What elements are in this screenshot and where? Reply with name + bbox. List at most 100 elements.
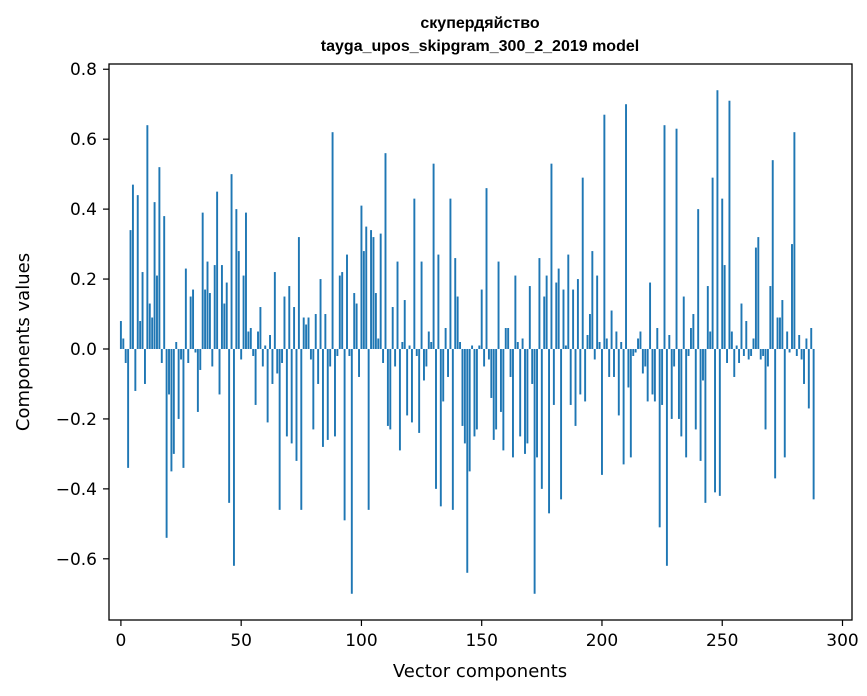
bar <box>336 348 339 356</box>
bar <box>163 216 166 349</box>
bar <box>119 321 122 349</box>
x-axis-ticks: 0 50 100 150 200 250 300 <box>115 620 859 651</box>
bar <box>242 275 245 349</box>
x-tick-label: 250 <box>706 631 738 651</box>
bar <box>216 191 219 349</box>
bar <box>694 348 697 430</box>
bar <box>290 348 293 444</box>
bar <box>307 317 310 349</box>
bar <box>168 348 170 395</box>
bar <box>314 314 317 349</box>
bar <box>721 198 724 349</box>
bar <box>552 348 555 405</box>
bar <box>675 128 678 349</box>
bar <box>348 348 351 356</box>
bar <box>584 348 587 402</box>
bar <box>134 348 137 391</box>
bar <box>473 348 476 437</box>
bar <box>475 348 478 430</box>
bar <box>629 348 632 458</box>
bar <box>273 272 276 349</box>
bar <box>437 254 440 349</box>
bar <box>533 348 536 594</box>
bar <box>795 348 798 356</box>
bar <box>615 331 618 349</box>
y-tick-label: −0.6 <box>56 550 97 570</box>
bar <box>646 348 649 402</box>
bar <box>232 348 235 566</box>
bar <box>261 348 264 367</box>
bar <box>377 338 380 349</box>
bar <box>702 348 704 381</box>
bar <box>382 348 385 363</box>
y-tick-label: 0.2 <box>70 270 97 290</box>
bar <box>442 348 445 402</box>
bar <box>218 348 221 395</box>
bar <box>605 338 608 349</box>
bar <box>410 348 413 423</box>
bar <box>177 348 180 419</box>
bar <box>454 258 457 349</box>
bar <box>329 348 332 367</box>
bar <box>637 338 640 349</box>
bar <box>444 328 447 349</box>
bar <box>288 286 291 349</box>
bar <box>716 90 719 349</box>
bar <box>264 345 267 349</box>
bar <box>807 348 810 409</box>
bar <box>656 328 659 349</box>
bar <box>338 275 341 349</box>
bar <box>394 348 397 367</box>
bar <box>240 348 243 360</box>
bar <box>805 338 808 349</box>
bar <box>781 300 784 349</box>
bar <box>492 348 495 440</box>
bar <box>649 282 652 349</box>
bar <box>658 348 661 528</box>
bar <box>391 307 394 349</box>
bar <box>588 314 591 349</box>
bar <box>360 205 363 349</box>
bar <box>297 237 300 349</box>
bar <box>172 348 175 454</box>
bar <box>151 317 154 349</box>
bar <box>278 348 281 510</box>
bar <box>661 348 664 405</box>
bar <box>562 289 565 349</box>
bar <box>374 293 377 349</box>
bar <box>331 132 334 349</box>
bar <box>524 348 526 454</box>
bar <box>343 348 346 521</box>
bar <box>305 324 308 349</box>
bar <box>783 348 786 458</box>
bar <box>204 289 207 349</box>
bar <box>295 348 298 461</box>
bar <box>718 348 721 496</box>
bar <box>237 251 240 349</box>
bar <box>365 226 368 349</box>
bar <box>762 348 765 356</box>
bar <box>228 348 231 503</box>
bar <box>512 348 514 458</box>
bar <box>714 348 716 493</box>
bar <box>485 188 488 349</box>
bar <box>810 328 813 349</box>
bar <box>625 104 627 349</box>
bar <box>165 348 168 538</box>
bar <box>346 254 348 349</box>
bar <box>742 348 745 356</box>
bar <box>490 348 493 398</box>
bar <box>293 307 296 349</box>
bar <box>745 321 748 349</box>
bar <box>663 125 666 349</box>
bar <box>158 167 161 349</box>
bar <box>401 342 404 349</box>
bar <box>682 296 685 349</box>
bar <box>403 300 406 349</box>
bar <box>738 348 741 363</box>
bar <box>223 303 226 349</box>
bar <box>184 268 187 349</box>
chart-title: скупердяйство <box>420 15 539 32</box>
bar <box>728 100 731 349</box>
bar <box>603 114 606 349</box>
